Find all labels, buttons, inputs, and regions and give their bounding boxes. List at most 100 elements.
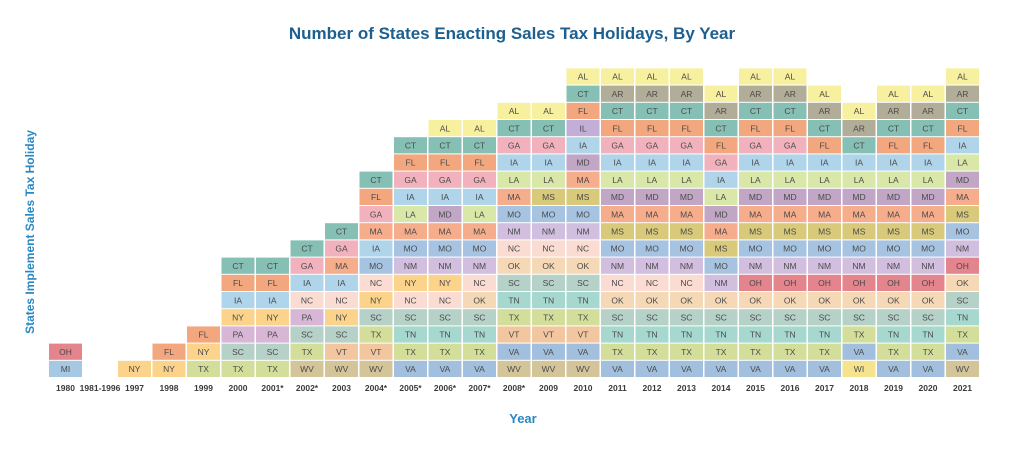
state-label: VA: [440, 364, 451, 374]
state-cell-2006-IA: [428, 188, 462, 205]
state-label: VA: [681, 364, 692, 374]
state-cell-2021-OK: [946, 274, 979, 291]
state-cell-2013-IA: [670, 154, 703, 171]
state-cell-2009-OK: [532, 257, 565, 274]
state-cell-2004-WV: [359, 360, 393, 377]
state-label: MA: [335, 261, 348, 271]
state-cell-2012-MA: [635, 206, 669, 223]
state-cell-2003-VT: [325, 343, 358, 360]
state-cell-2007-GA: [463, 171, 496, 188]
state-label: GA: [301, 261, 314, 271]
state-label: AL: [819, 89, 830, 99]
state-cell-2012-CT: [635, 102, 669, 119]
state-label: GA: [611, 141, 624, 151]
state-label: MS: [784, 227, 797, 237]
state-cell-2009-IA: [532, 154, 565, 171]
state-cell-2015-CT: [739, 102, 772, 119]
state-cell-2015-IA: [739, 154, 772, 171]
state-cell-2008-CT: [497, 120, 531, 137]
state-label: TX: [785, 347, 796, 357]
state-cell-2018-LA: [842, 171, 876, 188]
year-tick-label: 2000: [229, 383, 248, 393]
state-cell-2012-AL: [635, 68, 669, 85]
state-label: NY: [370, 295, 382, 305]
state-label: CT: [888, 123, 899, 133]
state-cell-2006-CT: [428, 137, 462, 154]
year-tick-label: 2016: [781, 383, 800, 393]
state-cell-2008-WV: [497, 360, 531, 377]
state-label: MO: [714, 261, 728, 271]
state-label: NC: [439, 295, 451, 305]
state-cell-2014-LA: [704, 188, 738, 205]
state-cell-2015-GA: [739, 137, 772, 154]
state-label: MD: [611, 192, 624, 202]
state-cell-2014-MD: [704, 206, 738, 223]
state-label: AR: [681, 89, 693, 99]
state-cell-2016-IA: [773, 154, 807, 171]
state-cell-2004-VT: [359, 343, 393, 360]
state-label: SC: [819, 313, 831, 323]
state-label: MO: [818, 244, 832, 254]
state-label: AR: [750, 89, 762, 99]
state-cell-2015-TN: [739, 326, 772, 343]
state-cell-2021-FL: [946, 120, 979, 137]
state-cell-2015-TX: [739, 343, 772, 360]
state-cell-2010-IL: [566, 120, 600, 137]
state-label: MS: [542, 192, 555, 202]
state-label: IA: [579, 141, 587, 151]
state-label: TX: [198, 364, 209, 374]
state-cell-2020-AR: [911, 102, 945, 119]
state-cell-2014-AL: [704, 85, 738, 102]
state-cell-2020-TX: [911, 343, 945, 360]
state-cell-2012-GA: [635, 137, 669, 154]
state-cell-2010-NM: [566, 223, 600, 240]
state-cell-2006-GA: [428, 171, 462, 188]
state-label: GA: [335, 244, 348, 254]
state-label: FL: [233, 278, 243, 288]
state-cell-2018-AR: [842, 120, 876, 137]
state-label: MS: [749, 227, 762, 237]
state-cell-2019-MS: [877, 223, 910, 240]
state-cell-2021-IA: [946, 137, 979, 154]
state-cell-2018-CT: [842, 137, 876, 154]
state-label: MA: [784, 209, 797, 219]
state-label: OH: [956, 261, 969, 271]
state-cell-2010-WV: [566, 360, 600, 377]
state-cell-2019-CT: [877, 120, 910, 137]
state-label: NC: [370, 278, 382, 288]
state-cell-2016-OH: [773, 274, 807, 291]
state-label: AL: [923, 89, 934, 99]
state-cell-2018-IA: [842, 154, 876, 171]
state-cell-2014-GA: [704, 154, 738, 171]
state-cell-2019-VA: [877, 360, 910, 377]
state-cell-2012-NC: [635, 274, 669, 291]
state-cell-2011-MD: [601, 188, 634, 205]
state-label: IA: [889, 158, 897, 168]
year-tick-label: 2007*: [468, 383, 491, 393]
state-label: PA: [233, 330, 244, 340]
state-cell-2009-VA: [532, 343, 565, 360]
state-label: IA: [648, 158, 656, 168]
state-cell-2018-MO: [842, 240, 876, 257]
state-label: FL: [440, 158, 450, 168]
state-label: NM: [645, 261, 658, 271]
state-label: OK: [922, 295, 935, 305]
state-cell-2000-TX: [221, 360, 255, 377]
state-cell-2019-MA: [877, 206, 910, 223]
state-cell-2021-MA: [946, 188, 979, 205]
state-label: MS: [680, 227, 693, 237]
state-cell-2014-AR: [704, 102, 738, 119]
state-cell-2017-MA: [808, 206, 841, 223]
state-label: IA: [406, 192, 414, 202]
state-label: NM: [783, 261, 796, 271]
state-label: FL: [268, 278, 278, 288]
state-label: MA: [611, 209, 624, 219]
state-label: TX: [819, 347, 830, 357]
state-cell-2019-MD: [877, 188, 910, 205]
state-label: AL: [474, 123, 485, 133]
year-tick-label: 2003: [332, 383, 351, 393]
state-cell-2021-CT: [946, 102, 979, 119]
state-cell-2012-IA: [635, 154, 669, 171]
state-label: VA: [888, 364, 899, 374]
